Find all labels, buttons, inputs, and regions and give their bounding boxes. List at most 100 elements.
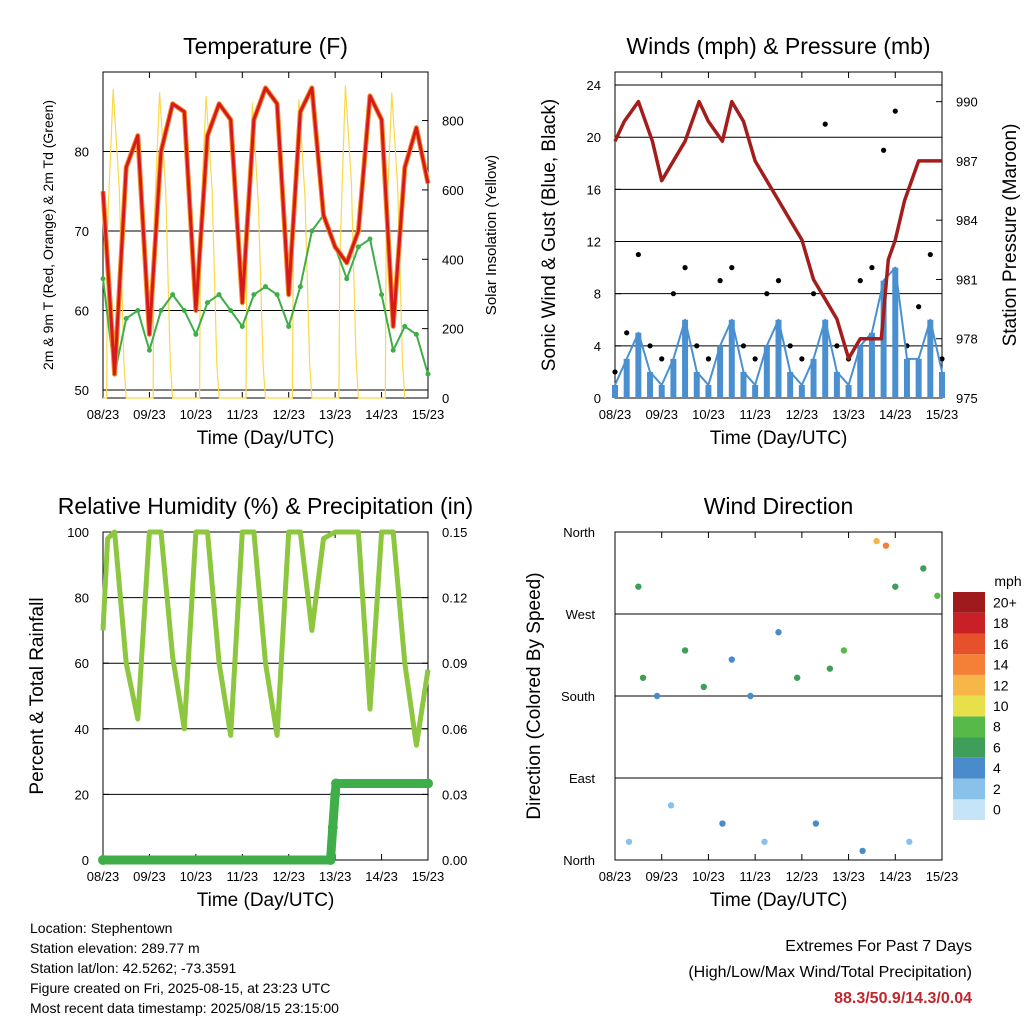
direction-point (635, 583, 642, 590)
y-axis-label: 2m & 9m T (Red, Orange) & 2m Td (Green) (40, 100, 56, 370)
gust-point (775, 278, 782, 284)
colorbar-label: 20+ (993, 594, 1017, 610)
x-tick-label: 12/23 (272, 407, 305, 422)
x-tick-label: 08/23 (599, 407, 632, 422)
x-tick-label: 13/23 (319, 869, 352, 884)
station-location: Location: Stephentown (30, 920, 173, 936)
rh-line (100, 529, 431, 748)
temp-2m-line (101, 86, 430, 376)
x-tick-label: 12/23 (786, 407, 819, 422)
y2-tick-label: 984 (956, 213, 978, 228)
gust-point (694, 343, 700, 349)
dewpoint-line (102, 214, 429, 376)
x-tick-label: 10/23 (180, 869, 213, 884)
gust-point (939, 356, 945, 362)
colorbar-swatch (953, 799, 985, 820)
gust-point (799, 356, 805, 362)
y-tick-label: 40 (75, 722, 89, 737)
colorbar-label: 16 (993, 636, 1009, 652)
colorbar-label: 10 (993, 698, 1009, 714)
colorbar-swatch (953, 612, 985, 634)
x-axis-label: Time (Day/UTC) (197, 890, 335, 911)
colorbar-swatch (953, 737, 985, 758)
y-tick-label: 50 (75, 383, 89, 398)
direction-point (892, 583, 899, 590)
y-tick-label: 4 (594, 339, 601, 354)
direction-point (826, 665, 834, 672)
x-tick-label: 11/23 (226, 407, 258, 422)
x-tick-label: 11/23 (739, 407, 771, 422)
y2-tick-label: 200 (442, 322, 464, 337)
direction-point (882, 542, 890, 549)
direction-point (625, 838, 633, 845)
colorbar-swatch (953, 757, 985, 779)
humidity-precip-panel: Relative Humidity (%) & Precipitation (i… (27, 493, 473, 911)
y2-tick-label: 0.12 (442, 591, 467, 606)
colorbar-title: mph (994, 573, 1021, 589)
colorbar-label: 14 (993, 657, 1009, 673)
plot-frame (614, 531, 943, 861)
x-tick-label: 13/23 (832, 869, 865, 884)
x-tick-label: 08/23 (87, 869, 120, 884)
extremes-values: 88.3/50.9/14.3/0.04 (834, 990, 972, 1007)
precip-point (327, 822, 338, 833)
y-tick-label: West (566, 607, 596, 622)
x-tick-label: 09/23 (133, 407, 166, 422)
colorbar-swatch (953, 716, 985, 738)
y-tick-label: 0 (594, 391, 601, 406)
y2-tick-label: 0.15 (442, 525, 467, 540)
x-tick-label: 12/23 (786, 869, 819, 884)
gust-point (670, 291, 676, 297)
gust-point (916, 304, 922, 310)
direction-point (906, 838, 913, 845)
x-tick-label: 11/23 (226, 869, 258, 884)
x-tick-label: 14/23 (365, 407, 398, 422)
gust-point (881, 147, 887, 153)
direction-point (747, 692, 754, 700)
winds-pressure-panel: Winds (mph) & Pressure (mb) 08/23 09/23 10/… (539, 33, 1021, 449)
colorbar-label: 6 (993, 739, 1001, 755)
y2-tick-label: 400 (442, 252, 464, 267)
x-axis-label: Time (Day/UTC) (197, 428, 335, 449)
gust-point (624, 330, 630, 336)
direction-point (775, 629, 782, 636)
pressure-line (613, 99, 942, 361)
y-tick-label: 16 (587, 182, 601, 197)
direction-point (761, 838, 768, 845)
x-axis-label: Time (Day/UTC) (710, 890, 848, 911)
x-tick-label: 11/23 (739, 869, 771, 884)
y2-tick-label: 0.00 (442, 853, 467, 868)
y2-tick-label: 981 (956, 272, 978, 287)
precip-point (325, 855, 336, 865)
x-tick-label: 14/23 (879, 869, 912, 884)
y-tick-label: North (563, 525, 595, 540)
y-tick-label: East (569, 771, 595, 786)
y-tick-label: 60 (75, 304, 89, 319)
y2-tick-label: 0 (442, 391, 449, 406)
x-tick-label: 12/23 (272, 869, 305, 884)
gust-point (729, 265, 735, 271)
wind-direction-panel: Wind Direction 08/23 09/23 10/23 11/23 12/23 1… (524, 493, 958, 911)
direction-point (639, 674, 647, 681)
y2-tick-label: 0.09 (442, 656, 467, 671)
gust-point (752, 356, 758, 362)
gust-point (659, 356, 665, 362)
gust-point (705, 356, 712, 362)
y-tick-label: 20 (75, 787, 89, 802)
gust-point (869, 265, 875, 271)
direction-point (920, 565, 927, 572)
colorbar-label: 18 (993, 615, 1009, 631)
direction-point (681, 647, 689, 654)
direction-point (719, 820, 726, 827)
colorbar-label: 4 (993, 760, 1001, 776)
gust-point (682, 265, 688, 271)
x-tick-label: 10/23 (692, 869, 725, 884)
y2-tick-label: 600 (442, 183, 464, 198)
y2-axis-label: Solar Insolation (Yellow) (483, 155, 500, 315)
gust-point (764, 291, 770, 297)
direction-point (840, 647, 848, 654)
chart-title: Winds (mph) & Pressure (mb) (626, 33, 930, 59)
gust-point (787, 343, 793, 349)
y-axis-label: Percent & Total Rainfall (27, 597, 48, 794)
y-tick-label: North (563, 853, 595, 868)
